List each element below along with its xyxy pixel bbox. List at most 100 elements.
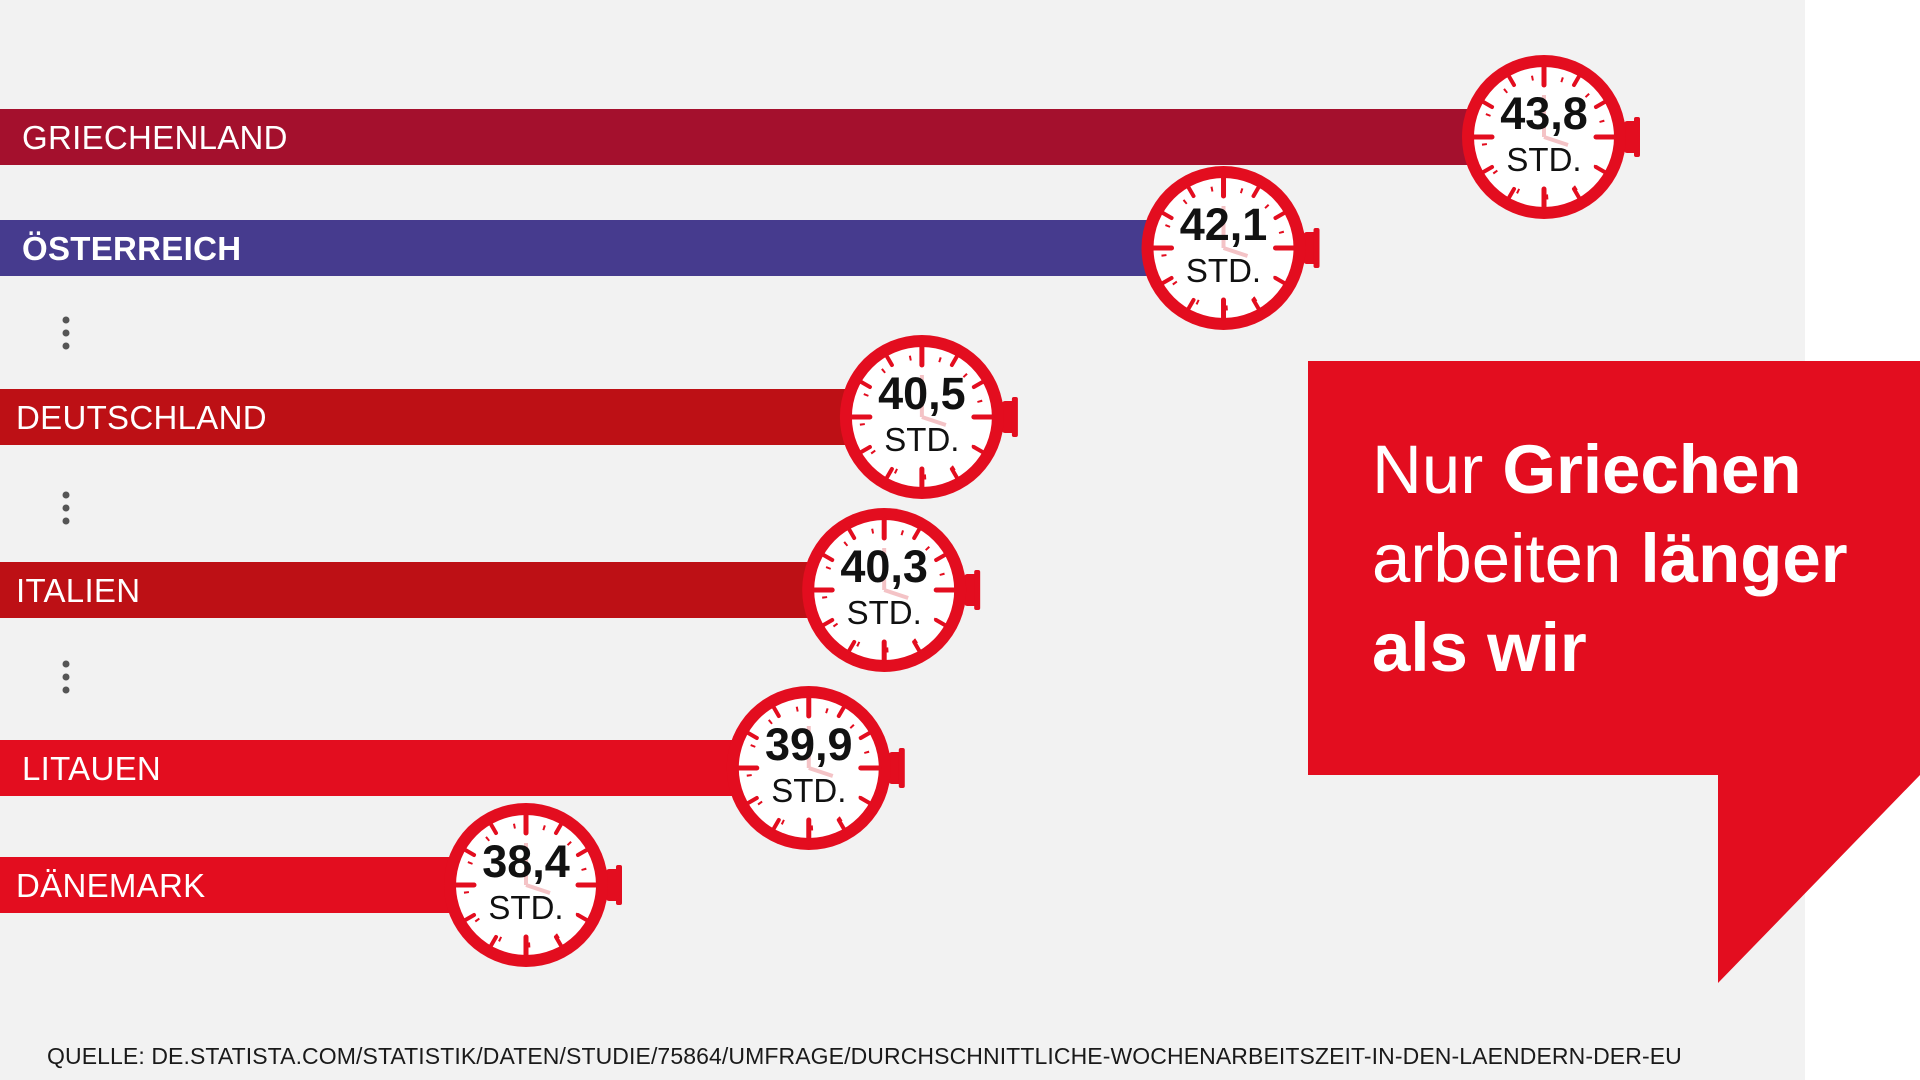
clock-tick — [859, 445, 872, 454]
clock-hand — [808, 766, 834, 778]
clock-hand — [1543, 135, 1569, 147]
headline-line-3: als wir — [1372, 603, 1902, 692]
clock-tick — [847, 527, 857, 541]
clock-tick — [836, 705, 846, 719]
clock-tick — [463, 913, 477, 922]
unit-label: STD. — [847, 594, 922, 631]
unit-label: STD. — [488, 889, 563, 926]
data-label: 38,4 — [482, 836, 570, 887]
clock-tick — [575, 913, 589, 922]
bar — [0, 857, 526, 913]
headline-bold-text: Griechen — [1502, 431, 1802, 508]
source-note: QUELLE: DE.STATISTA.COM/STATISTIK/DATEN/… — [47, 1043, 1682, 1069]
clock-tick — [1251, 185, 1261, 199]
clock-tick — [1251, 297, 1261, 311]
clock-tick — [1186, 185, 1196, 199]
gap-dot — [62, 342, 70, 350]
clock-crown-cap — [1313, 228, 1320, 268]
clock-tick — [884, 354, 894, 368]
clock-tick — [884, 466, 894, 480]
gap-dot — [62, 491, 70, 499]
headline-line-2: arbeiten länger — [1372, 514, 1902, 603]
data-label: 42,1 — [1180, 199, 1268, 250]
clock-tick — [746, 731, 759, 740]
clock-tick — [1160, 276, 1174, 285]
bar — [0, 220, 1224, 276]
clock-tick — [554, 934, 563, 948]
clock-hand — [1222, 246, 1249, 258]
clock-tick — [847, 639, 857, 653]
clock-tick — [1481, 165, 1495, 174]
clock-tick — [836, 817, 846, 831]
clock-crown-cap — [974, 570, 981, 610]
clock-tick — [1186, 297, 1196, 311]
clock-crown-cap — [616, 865, 622, 905]
clock-tick — [489, 934, 498, 948]
clock-tick — [1593, 165, 1607, 174]
clock-tick — [971, 380, 985, 389]
gap-dot — [62, 660, 70, 668]
bar-label: ITALIEN — [16, 572, 140, 609]
unit-label: STD. — [771, 772, 846, 809]
clock-tick — [1273, 276, 1287, 285]
clock-tick — [821, 553, 835, 562]
clock-tick — [859, 380, 872, 389]
clock-hand — [525, 883, 551, 895]
data-label: 43,8 — [1500, 88, 1588, 139]
clock-tick — [1572, 74, 1581, 88]
gap-dot — [62, 316, 70, 324]
clock-tick — [554, 822, 563, 836]
clock-tick — [821, 618, 835, 627]
gap-dot — [62, 329, 70, 337]
clock-tick — [858, 731, 872, 740]
headline-line-1: Nur Griechen — [1372, 425, 1902, 514]
clock-tick — [771, 705, 781, 719]
bar — [0, 109, 1544, 165]
clock-hand — [883, 588, 909, 600]
clock-tick — [912, 639, 922, 653]
clock-tick — [575, 848, 589, 857]
headline-text: Nur — [1372, 431, 1503, 508]
clock-hand — [921, 415, 947, 427]
headline: Nur Griechen arbeiten länger als wir — [1372, 425, 1902, 692]
clock-tick — [934, 553, 947, 562]
clock-tick — [949, 466, 959, 480]
clock-crown-cap — [1634, 117, 1640, 157]
headline-bold-text: als wir — [1372, 609, 1587, 686]
data-label: 40,5 — [878, 368, 966, 419]
clock-tick — [1507, 186, 1516, 200]
bar — [0, 740, 809, 796]
bar — [0, 562, 885, 618]
gap-dot — [62, 517, 70, 525]
unit-label: STD. — [1186, 252, 1261, 289]
bar-label: ÖSTERREICH — [22, 230, 241, 267]
clock-tick — [489, 822, 498, 836]
gap-dot — [62, 504, 70, 512]
clock-crown-cap — [1011, 397, 1018, 437]
headline-bold-text: länger — [1640, 520, 1848, 597]
clock-tick — [949, 354, 959, 368]
clock-tick — [1507, 74, 1516, 88]
gap-dot — [62, 686, 70, 694]
clock-crown-cap — [898, 748, 905, 788]
data-label: 40,3 — [840, 541, 928, 592]
bar-label: DEUTSCHLAND — [16, 399, 267, 436]
clock-tick — [1160, 211, 1174, 220]
data-label: 39,9 — [765, 719, 853, 770]
clock-tick — [912, 527, 922, 541]
unit-label: STD. — [1506, 141, 1581, 178]
clock-tick — [746, 796, 759, 805]
clock-tick — [771, 817, 781, 831]
bar-label: LITAUEN — [22, 750, 161, 787]
clock-tick — [934, 618, 947, 627]
bar-label: DÄNEMARK — [16, 867, 205, 904]
clock-tick — [1273, 211, 1287, 220]
gap-dot — [62, 673, 70, 681]
